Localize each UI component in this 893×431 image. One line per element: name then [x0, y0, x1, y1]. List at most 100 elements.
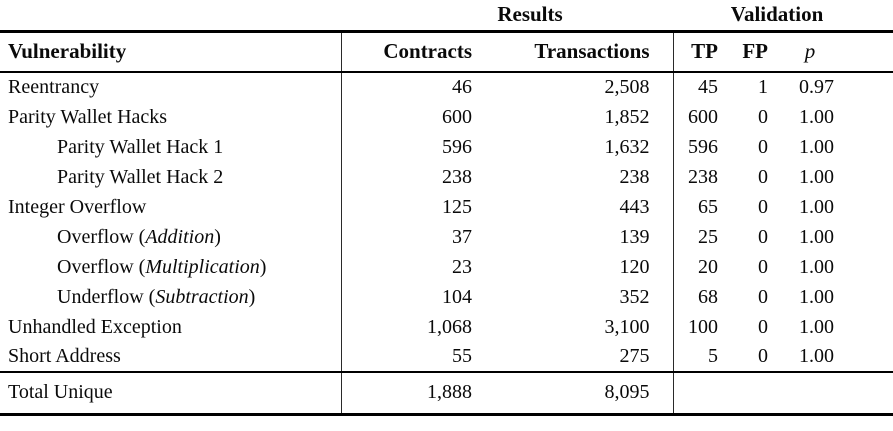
group-header-results: Results: [341, 0, 673, 33]
group-header-validation: Validation: [673, 0, 893, 33]
vulnerability-label: Reentrancy: [8, 76, 100, 98]
cell-p: 1.00: [799, 285, 835, 308]
cell-p: 0.97: [799, 76, 835, 98]
column-header-contracts: Contracts: [340, 31, 472, 73]
cell-contracts: 596: [340, 132, 472, 162]
cell-contracts: 37: [340, 222, 472, 252]
cell-tp: 25: [672, 222, 718, 252]
cell-transactions: 1,632: [604, 135, 650, 158]
cell-fp: 0: [758, 225, 768, 248]
cell-vulnerability: Parity Wallet Hack 2: [0, 162, 341, 192]
cell-contracts: 125: [340, 192, 472, 222]
cell-contracts: 55: [340, 342, 472, 373]
table-row: Overflow (Multiplication) 23 120 20 0 1.…: [0, 252, 893, 282]
cell-tp: 600: [672, 102, 718, 132]
column-header-transactions: Transactions: [472, 31, 673, 73]
cell-tp: 65: [672, 192, 718, 222]
cell-transactions: 3,100: [604, 315, 650, 338]
cell-p: 1.00: [768, 342, 893, 373]
cell-fp: 0: [758, 315, 768, 338]
cell-contracts: 238: [340, 162, 472, 192]
table-row: Short Address 55 275 5 0 1.00: [0, 342, 893, 373]
vulnerability-label: Parity Wallet Hacks: [8, 105, 168, 128]
table-row: Unhandled Exception 1,068 3,100 100 0 1.…: [0, 312, 893, 342]
vulnerability-label: Integer Overflow: [8, 195, 147, 218]
column-header-row: Vulnerability Contracts Transactions TP …: [0, 31, 893, 73]
cell-vulnerability: Unhandled Exception: [0, 312, 341, 342]
cell-fp: 0: [758, 105, 768, 128]
table-row: Parity Wallet Hack 1 596 1,632 596 0 1.0…: [0, 132, 893, 162]
vulnerability-label: Overflow (: [57, 225, 146, 248]
cell-contracts: 46: [340, 72, 472, 102]
vulnerability-label-italic: Multiplication: [145, 255, 260, 278]
cell-fp: 0: [718, 342, 768, 373]
cell-vulnerability: Underflow (Subtraction): [0, 282, 341, 312]
vulnerability-label-suffix: ): [259, 255, 267, 278]
vulnerability-label-suffix: ): [248, 285, 256, 308]
cell-tp: 5: [672, 342, 718, 373]
column-header-p: p: [768, 31, 893, 73]
cell-tp: 596: [672, 132, 718, 162]
cell-p: 1.00: [799, 165, 835, 188]
cell-fp: 0: [758, 165, 768, 188]
cell-fp: 1: [758, 76, 768, 98]
cell-fp: 0: [758, 135, 768, 158]
table-row: Reentrancy 46 2,508 45 1 0.97: [0, 72, 893, 102]
cell-p: 1.00: [799, 105, 835, 128]
table-row: Underflow (Subtraction) 104 352 68 0 1.0…: [0, 282, 893, 312]
table-row: Integer Overflow 125 443 65 0 1.00: [0, 192, 893, 222]
cell-total-tp: [672, 372, 718, 416]
cell-vulnerability: Parity Wallet Hack 1: [0, 132, 341, 162]
cell-vulnerability: Parity Wallet Hacks: [0, 102, 341, 132]
cell-transactions: 1,852: [604, 105, 650, 128]
total-row: Total Unique 1,888 8,095: [0, 372, 893, 416]
cell-contracts: 1,068: [340, 312, 472, 342]
cell-p: 1.00: [799, 135, 835, 158]
cell-transactions: 139: [619, 225, 650, 248]
cell-total-transactions: 8,095: [472, 372, 673, 416]
vulnerability-label: Underflow (: [57, 285, 156, 308]
table-row: Overflow (Addition) 37 139 25 0 1.00: [0, 222, 893, 252]
cell-fp: 0: [758, 285, 768, 308]
column-header-fp: FP: [718, 31, 768, 73]
cell-tp: 20: [672, 252, 718, 282]
cell-total-fp: [718, 372, 768, 416]
vulnerability-label-italic: Addition: [145, 225, 215, 248]
vulnerability-label: Unhandled Exception: [8, 315, 182, 338]
vulnerability-label: Short Address: [8, 345, 121, 367]
vulnerability-label-suffix: ): [214, 225, 221, 248]
cell-p: 1.00: [799, 255, 835, 278]
vulnerability-label-italic: Subtraction: [155, 285, 249, 308]
column-header-vulnerability: Vulnerability: [0, 31, 341, 73]
cell-fp: 0: [758, 195, 768, 218]
cell-fp: 0: [758, 255, 768, 278]
cell-transactions: 275: [472, 342, 673, 373]
vulnerability-label: Parity Wallet Hack 2: [57, 165, 224, 188]
cell-tp: 238: [672, 162, 718, 192]
cell-total-p: [768, 372, 893, 416]
cell-vulnerability: Short Address: [0, 342, 341, 373]
cell-vulnerability: Reentrancy: [0, 72, 341, 102]
group-header-row: Results Validation: [0, 0, 893, 33]
vulnerability-label: Overflow (: [57, 255, 146, 278]
cell-contracts: 23: [340, 252, 472, 282]
cell-vulnerability: Overflow (Multiplication): [0, 252, 341, 282]
group-header-spacer: [0, 0, 341, 33]
cell-transactions: 238: [619, 165, 650, 188]
column-header-tp: TP: [672, 31, 718, 73]
cell-p: 1.00: [799, 195, 835, 218]
cell-transactions: 443: [619, 195, 650, 218]
cell-tp: 68: [672, 282, 718, 312]
cell-p: 1.00: [799, 315, 835, 338]
cell-transactions: 2,508: [604, 76, 650, 98]
cell-contracts: 104: [340, 282, 472, 312]
cell-tp: 45: [672, 72, 718, 102]
cell-vulnerability: Overflow (Addition): [0, 222, 341, 252]
cell-p: 1.00: [799, 225, 835, 248]
cell-total-label: Total Unique: [0, 372, 341, 416]
cell-transactions: 352: [619, 285, 650, 308]
cell-total-contracts: 1,888: [340, 372, 472, 416]
vulnerability-label: Parity Wallet Hack 1: [57, 135, 224, 158]
table-row: Parity Wallet Hacks 600 1,852 600 0 1.00: [0, 102, 893, 132]
cell-vulnerability: Integer Overflow: [0, 192, 341, 222]
